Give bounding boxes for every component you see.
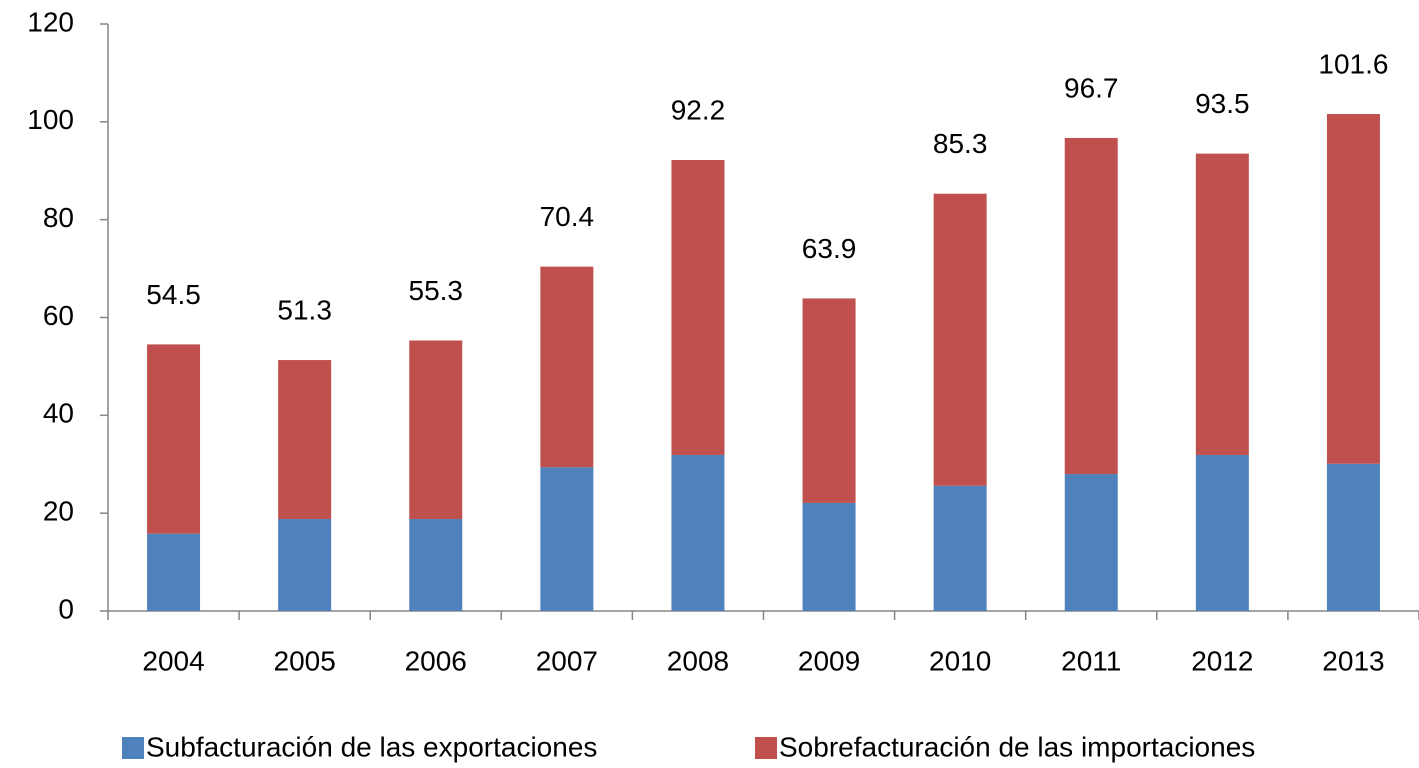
bar-segment [1195, 454, 1249, 611]
x-tick-label: 2011 [1061, 645, 1121, 676]
bar-segment [671, 454, 725, 611]
bar-segment [1326, 114, 1380, 464]
y-tick-label: 40 [43, 398, 74, 429]
y-tick-label: 60 [43, 300, 74, 331]
bar-segment [1064, 137, 1118, 475]
legend-label: Subfacturación de las exportaciones [146, 731, 597, 762]
bar-segment [933, 485, 987, 611]
x-tick-label: 2010 [929, 645, 991, 676]
x-tick-label: 2008 [667, 645, 729, 676]
y-tick-label: 100 [27, 104, 74, 135]
bar-segment [802, 502, 856, 611]
bar-segment [278, 360, 332, 520]
x-tick-label: 2007 [536, 645, 598, 676]
total-label: 96.7 [1064, 72, 1119, 103]
bar-segment [409, 340, 463, 520]
total-label: 93.5 [1195, 88, 1250, 119]
legend-swatch [122, 737, 144, 759]
total-label: 51.3 [277, 294, 332, 325]
bar-segment [1195, 153, 1249, 455]
bar-segment [1326, 463, 1380, 611]
total-label: 101.6 [1318, 48, 1388, 79]
bar-segment [1064, 474, 1118, 611]
y-tick-label: 80 [43, 202, 74, 233]
y-tick-label: 0 [58, 593, 74, 624]
bar-segment [671, 159, 725, 455]
total-label: 92.2 [671, 94, 726, 125]
x-tick-label: 2012 [1191, 645, 1253, 676]
legend-label: Sobrefacturación de las importaciones [779, 731, 1255, 762]
bar-segment [540, 467, 594, 611]
total-label: 63.9 [802, 233, 857, 264]
y-tick-label: 20 [43, 496, 74, 527]
x-tick-label: 2004 [142, 645, 204, 676]
x-tick-label: 2009 [798, 645, 860, 676]
total-label: 54.5 [146, 279, 201, 310]
bar-segment [409, 519, 463, 611]
y-tick-label: 120 [27, 6, 74, 37]
bar-segment [933, 193, 987, 486]
bar-segment [278, 519, 332, 611]
total-label: 70.4 [540, 201, 595, 232]
bar-segment [147, 533, 201, 611]
bar-segment [147, 344, 201, 534]
bar-segment [802, 298, 856, 503]
bar-segment [540, 266, 594, 468]
x-tick-label: 2005 [274, 645, 336, 676]
legend-swatch [755, 737, 777, 759]
x-tick-label: 2006 [405, 645, 467, 676]
x-tick-label: 2013 [1322, 645, 1384, 676]
total-label: 55.3 [409, 275, 464, 306]
total-label: 85.3 [933, 128, 988, 159]
